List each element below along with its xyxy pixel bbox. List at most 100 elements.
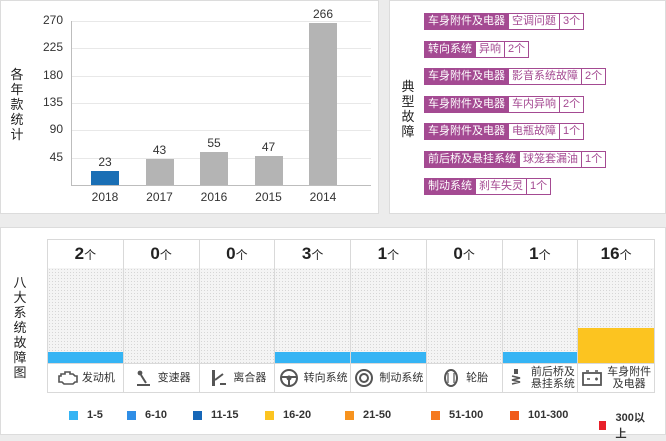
x-tick-label: 2017: [146, 190, 173, 204]
system-label: 制动系统: [351, 363, 426, 392]
legend-label: 16-20: [283, 409, 312, 421]
eight-systems-title: 八大系统故障图: [13, 275, 27, 380]
bar-2014[interactable]: [309, 23, 337, 185]
bar-2017[interactable]: [145, 158, 174, 185]
fault-system-tag: 前后桥及悬挂系统: [424, 150, 520, 168]
fault-item[interactable]: 转向系统 异响 2个: [424, 40, 530, 58]
legend-item: 300以上: [599, 409, 649, 441]
gearbox-icon: [132, 368, 154, 388]
bar-value-label: 43: [152, 142, 167, 157]
fill-area: [351, 268, 426, 364]
count-number: 0: [226, 244, 236, 263]
fault-item[interactable]: 前后桥及悬挂系统 球笼套漏油 1个: [424, 150, 607, 168]
count-unit: 个: [462, 248, 475, 262]
system-fault-count: 3个: [275, 240, 350, 269]
grid-line: [71, 130, 371, 132]
count-number: 0: [453, 244, 463, 263]
system-label: 变速器: [123, 363, 199, 392]
x-tick-label: 2014: [309, 190, 337, 204]
tire-icon: [440, 368, 462, 388]
grid-line: [71, 75, 371, 77]
grid-line: [71, 103, 371, 104]
system-label: 轮胎: [426, 363, 502, 392]
system-column[interactable]: 1个制动系统: [351, 240, 427, 392]
legend-swatch: [599, 420, 607, 430]
system-column[interactable]: 0个变速器: [123, 240, 200, 392]
fault-system-tag: 车身附件及电器: [424, 123, 509, 140]
fault-description: 车内异响: [509, 95, 560, 113]
fill-area: [426, 268, 502, 364]
y-tick-label: 90: [49, 122, 63, 137]
fault-item[interactable]: 车身附件及电器 电瓶故障 1个: [424, 123, 585, 140]
system-fault-count: 1个: [351, 240, 426, 269]
legend-item: 1-5: [69, 409, 103, 421]
fault-item[interactable]: 车身附件及电器 影音系统故障 2个: [424, 68, 607, 85]
legend-item: 21-50: [345, 409, 391, 421]
systems-grid: 2个 发动机 0个 变速器 0个 离合器 3个 转向系统 1个 制动系统 0个 轮胎 1个 前后桥及 悬挂…: [47, 239, 655, 393]
fault-item[interactable]: 制动系统 刹车失灵 1个: [424, 178, 552, 195]
y-tick-label: 45: [49, 149, 63, 164]
fill-area: [123, 268, 199, 364]
count-unit: 个: [159, 248, 172, 262]
x-tick-label: 2016: [200, 190, 228, 204]
bar-value-label: 23: [98, 155, 112, 170]
bar-2016[interactable]: [200, 151, 228, 185]
severity-bar: [351, 352, 426, 364]
bar-value-label: 55: [207, 135, 221, 150]
count-unit: 个: [84, 248, 97, 262]
system-fault-count: 1个: [502, 240, 578, 269]
legend-swatch: [345, 410, 354, 420]
system-column[interactable]: 16个 车身附件 及电器: [578, 240, 654, 392]
x-tick-label: 2015: [255, 190, 282, 204]
count-unit: 个: [235, 248, 248, 262]
system-label: 车身附件 及电器: [578, 363, 654, 392]
legend-label: 1-5: [87, 409, 103, 421]
fault-system-tag: 车身附件及电器: [424, 68, 509, 85]
grid-line: [71, 21, 371, 22]
y-tick-label: 135: [42, 95, 63, 109]
fill-area: [199, 268, 275, 364]
system-name: 转向系统: [303, 372, 348, 384]
system-fault-count: 2个: [48, 240, 123, 269]
legend-label: 51-100: [449, 409, 484, 421]
fault-system-tag: 车身附件及电器: [424, 13, 509, 30]
system-label: 转向系统: [275, 363, 350, 392]
fault-item[interactable]: 车身附件及电器 车内异响 2个: [424, 95, 585, 113]
system-column[interactable]: 0个离合器: [199, 240, 276, 392]
fault-description: 球笼套漏油: [520, 150, 582, 168]
legend-label: 11-15: [211, 409, 239, 421]
fault-count: 2个: [505, 40, 530, 58]
count-unit: 个: [538, 248, 551, 262]
legend-swatch: [193, 410, 202, 420]
legend-label: 300以上: [615, 412, 645, 440]
clutch-icon: [207, 368, 229, 388]
bar-2015[interactable]: [254, 156, 283, 185]
typical-faults-panel: 典型故障 车身附件及电器 空调问题 3个 转向系统 异响 2个 车身附件及电器 影音系统故障 2…: [389, 0, 666, 214]
system-name: 发动机: [81, 372, 115, 384]
steering-wheel-icon: [278, 368, 300, 388]
system-name: 制动系统: [379, 372, 424, 384]
fill-area: [48, 268, 123, 364]
bar-2018[interactable]: [91, 171, 119, 185]
system-column[interactable]: 2个发动机: [48, 240, 124, 392]
system-label: 发动机: [48, 363, 123, 392]
fault-description: 影音系统故障: [509, 68, 582, 85]
system-label: 前后桥及 悬挂系统: [502, 363, 578, 392]
legend-swatch: [69, 410, 78, 420]
count-number: 0: [150, 244, 160, 263]
y-tick-label: 180: [42, 67, 63, 82]
system-label: 离合器: [199, 363, 275, 392]
system-column[interactable]: 3个转向系统: [275, 240, 351, 392]
system-column[interactable]: 0个轮胎: [426, 240, 503, 392]
system-name: 前后桥及 悬挂系统: [530, 366, 575, 390]
bar-value-label: 47: [261, 140, 276, 155]
battery-icon: [581, 368, 603, 388]
system-column[interactable]: 1个前后桥及 悬挂系统: [502, 240, 579, 392]
fault-system-tag: 车身附件及电器: [424, 95, 509, 113]
legend-label: 6-10: [145, 409, 168, 421]
x-axis-line: [71, 185, 371, 186]
legend-item: 101-300: [510, 409, 568, 421]
system-fault-count: 0个: [426, 240, 502, 269]
fault-description: 刹车失灵: [476, 178, 527, 195]
fault-item[interactable]: 车身附件及电器 空调问题 3个: [424, 13, 585, 30]
